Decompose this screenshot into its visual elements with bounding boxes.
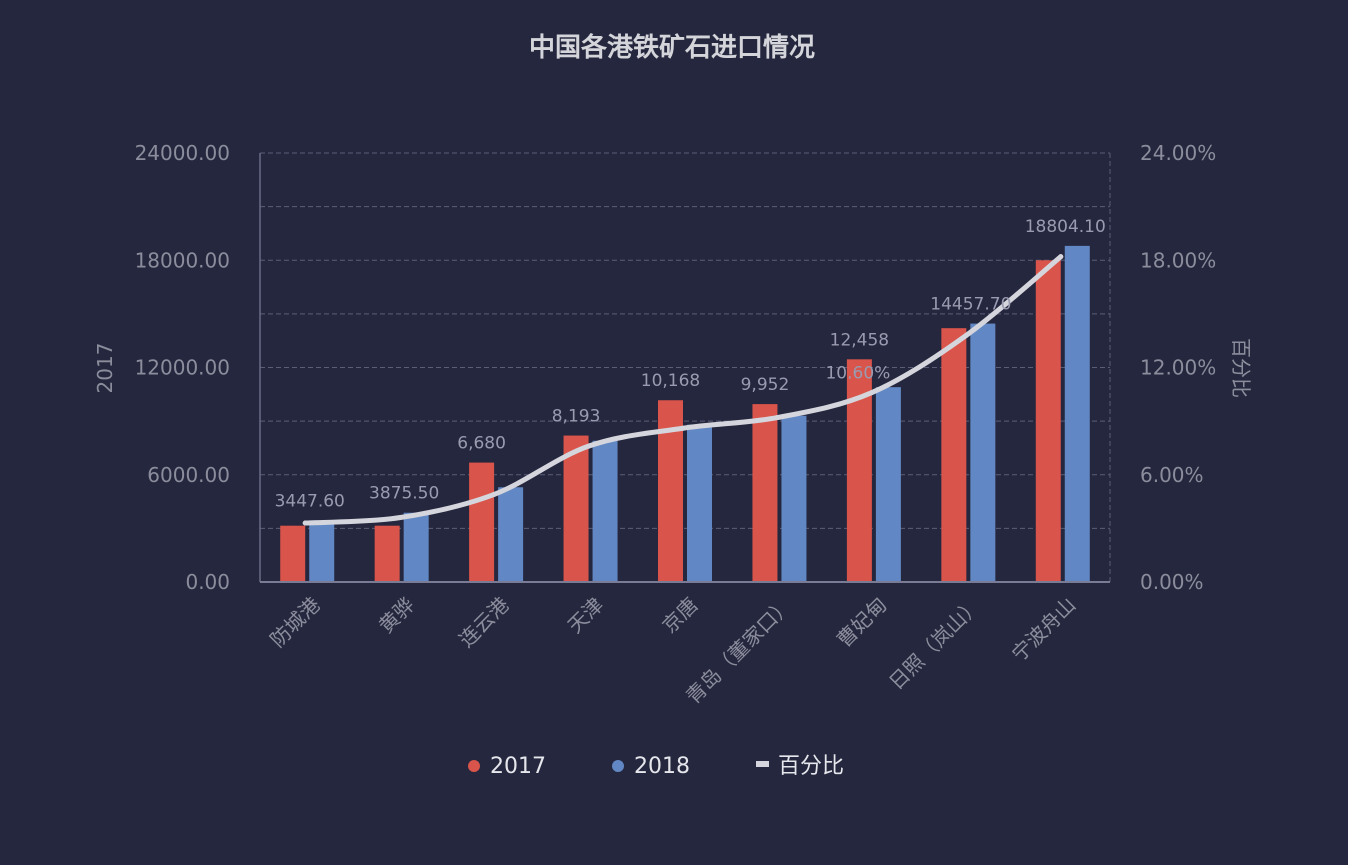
data-label: 3447.60 [275,491,345,511]
data-label: 6,680 [457,434,506,454]
data-label: 3875.50 [369,484,439,504]
line-point [302,520,308,526]
bar-2017 [1035,260,1061,582]
y-right-tick-label: 24.00% [1140,141,1216,165]
line-point [1058,254,1064,260]
data-label: 12,458 [830,330,889,350]
bar-2018 [498,487,524,582]
bar-2018 [309,520,335,582]
legend-label: 2018 [634,754,690,779]
bar-2018 [687,424,712,582]
x-tick-label: 曹妃甸 [832,593,891,652]
data-labels: 6,680 8,193 10,168 9,952 12,458 3447.60 3875.5… [275,217,1106,511]
line-series [302,254,1064,526]
x-tick-label: 宁波舟山 [1007,593,1081,667]
line-point [869,390,875,396]
y-right-tick-label: 18.00% [1140,248,1216,272]
data-label: 9,952 [741,375,790,395]
x-tick-label: 京唐 [657,593,702,638]
y-left-tick-label: 18000.00 [135,248,230,272]
bar-2018 [1064,245,1090,582]
legend-label: 2017 [490,754,546,779]
legend-marker-百分比 [756,761,769,767]
line-data-label: 10.60% [825,364,890,384]
bar-2018 [875,387,901,582]
line-point [491,491,497,497]
data-label: 18804.10 [1025,217,1106,237]
y-left-axis-title: 2017 [93,343,117,394]
x-tick-label: 日照（岚山） [884,593,986,695]
bar-2018 [592,440,618,582]
line-point [680,425,686,431]
y-left-tick-label: 12000.00 [135,356,230,380]
y-left-tick-label: 0.00 [185,570,230,594]
bar-2017 [941,328,967,582]
x-tick-label: 黄骅 [374,593,419,638]
y-right-tick-label: 12.00% [1140,356,1216,380]
line-point [586,443,592,449]
bar-2017 [374,525,400,582]
y-left-tick-label: 6000.00 [147,463,230,487]
x-tick-label: 连云港 [454,593,513,652]
legend-marker-2018 [612,760,624,772]
y-right-tick-label: 6.00% [1140,463,1204,487]
y-left-tick-label: 24000.00 [135,141,230,165]
data-label: 14457.70 [930,295,1011,315]
legend-marker-2017 [468,760,480,772]
line-point [963,332,969,338]
y-right-tick-label: 0.00% [1140,570,1204,594]
bar-2017 [563,435,589,582]
bar-2018 [781,415,807,582]
data-label: 8,193 [552,407,601,427]
y-right-axis-title: 百分比 [1229,338,1253,398]
bars [280,245,1090,582]
data-label: 10,168 [641,371,700,391]
bar-2017 [752,404,778,582]
line-point [397,515,403,521]
bar-2018 [970,323,996,582]
legend-label: 百分比 [778,754,844,779]
x-tick-label: 天津 [563,593,608,638]
bar-2018 [403,512,429,582]
bar-2017 [280,525,306,582]
x-tick-label: 防城港 [265,593,324,652]
line-point [774,415,780,421]
bar-2017 [469,462,495,582]
legend: 2017 2018 百分比 [468,754,844,779]
chart-title: 中国各港铁矿石进口情况 [529,32,815,63]
